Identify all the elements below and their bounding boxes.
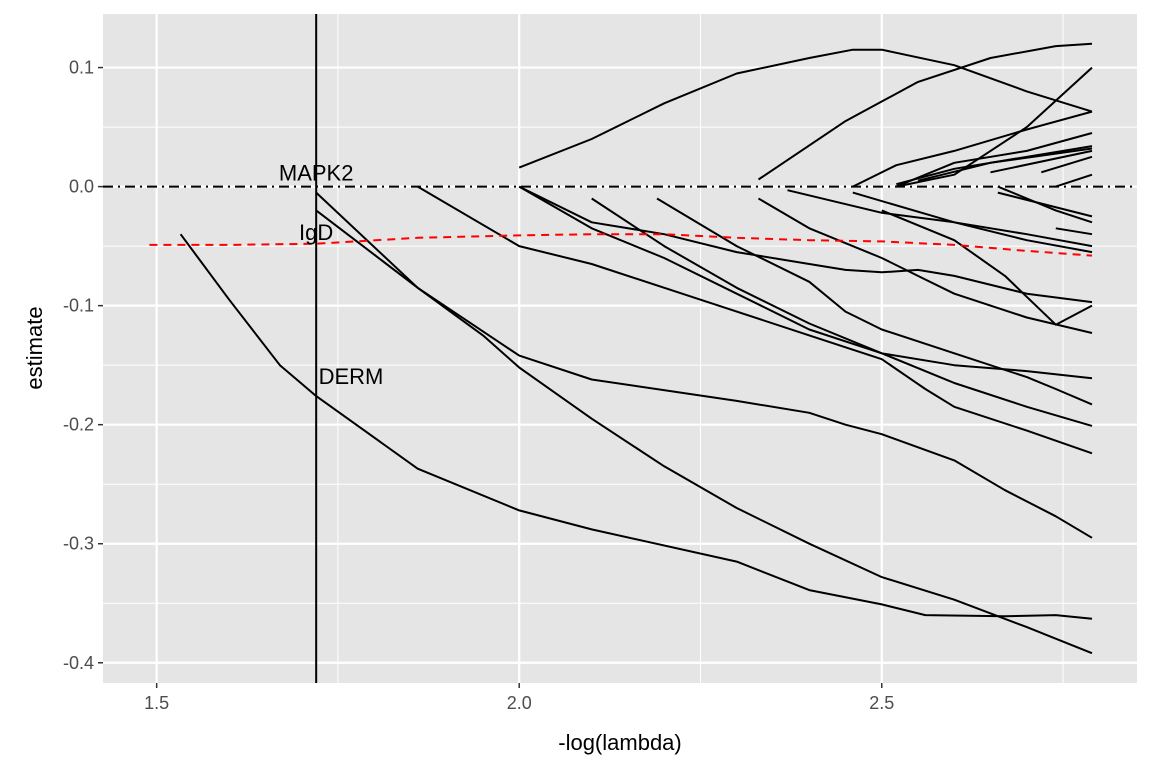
y-axis-label: estimate (22, 306, 47, 389)
coefficient-path (518, 185, 1093, 304)
coefficient-path (179, 233, 1093, 620)
y-tick-label: -0.3 (63, 534, 94, 554)
coefficient-path (917, 147, 1093, 182)
y-tick-label: -0.1 (63, 296, 94, 316)
coefficient-path (896, 66, 1093, 188)
coefficient-path (895, 132, 1093, 188)
coefficient-path (315, 209, 1093, 539)
coefficient-path (1041, 155, 1093, 174)
x-tick-label: 2.5 (869, 693, 894, 713)
x-axis-label: -log(lambda) (558, 730, 682, 755)
coefficient-paths (149, 42, 1093, 655)
coefficient-path (518, 48, 1093, 169)
y-tick-label: -0.4 (63, 653, 94, 673)
y-tick-label: 0.0 (69, 177, 94, 197)
coefficient-path (852, 191, 1093, 254)
coefficient-path (997, 191, 1093, 218)
coefficient-path (591, 197, 1093, 427)
annotation-label: DERM (319, 364, 384, 389)
mean-estimate-dashed-line (149, 233, 1093, 257)
coefficient-path (852, 110, 1093, 188)
coefficient-path (757, 197, 1093, 334)
annotation-label: MAPK2 (279, 160, 354, 185)
x-tick-label: 2.0 (507, 693, 532, 713)
annotation-label: IgD (299, 220, 333, 245)
coefficient-path (656, 197, 1093, 406)
y-tick-label: -0.2 (63, 415, 94, 435)
y-tick-label: 0.1 (69, 58, 94, 78)
x-tick-label: 1.5 (144, 693, 169, 713)
coefficient-path (990, 149, 1093, 174)
coefficient-path (881, 209, 1093, 326)
coefficient-path (1055, 173, 1093, 188)
panel-background (103, 14, 1137, 683)
axes: 1.5 2.0 2.5 0.1 0.0 -0.1 -0.2 -0.3 -0.4 (63, 58, 894, 713)
coefficient-path (1055, 227, 1093, 236)
coefficient-path (315, 191, 1093, 655)
coefficient-path (997, 185, 1093, 224)
coefficient-path (417, 185, 1093, 455)
reference-lines (103, 14, 1137, 683)
coefficient-path (757, 42, 1093, 181)
annotations: MAPK2 IgD DERM (279, 160, 383, 389)
